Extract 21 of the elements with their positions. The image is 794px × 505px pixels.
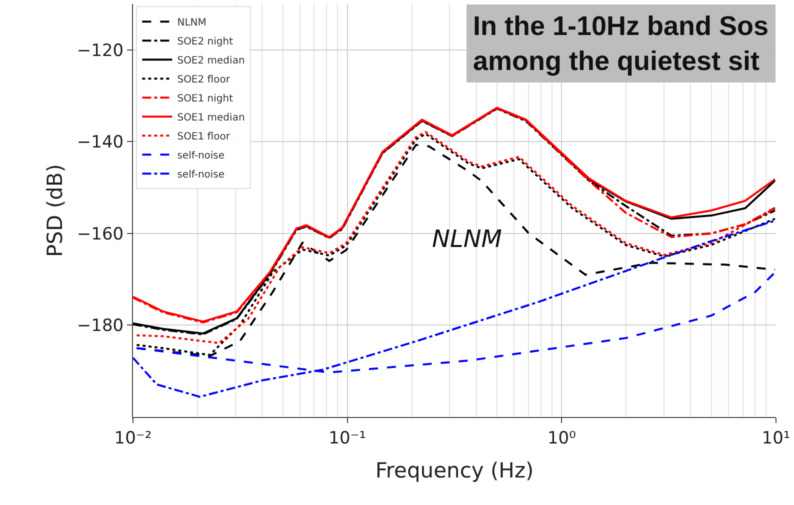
x-tick-label: 10⁻¹ <box>328 428 366 448</box>
y-tick-label: −180 <box>76 316 124 336</box>
legend-label: SOE1 median <box>177 112 245 124</box>
legend-label: SOE2 median <box>177 55 245 66</box>
legend-label: SOE2 night <box>177 36 234 48</box>
y-tick-label: −160 <box>76 224 124 244</box>
legend-label: NLNM <box>177 17 206 28</box>
x-tick-label: 10⁰ <box>547 428 576 448</box>
y-axis-title: PSD (dB) <box>43 164 68 257</box>
y-tick-label: −140 <box>76 132 124 153</box>
legend-label: self-noise <box>177 150 225 162</box>
legend-label: SOE2 floor <box>177 74 231 86</box>
legend-label: SOE1 night <box>177 93 234 104</box>
x-axis-title: Frequency (Hz) <box>375 458 534 483</box>
legend-label: self-noise <box>177 169 225 180</box>
y-tick-label: −120 <box>76 40 124 61</box>
text: In the 1-10Hz band Sos among the quietest sit <box>473 11 769 76</box>
legend-label: SOE1 floor <box>177 131 231 142</box>
x-tick-label: 10⁻² <box>114 428 152 448</box>
annotation: NLNM <box>432 225 502 253</box>
x-tick-label: 10¹ <box>762 428 790 448</box>
